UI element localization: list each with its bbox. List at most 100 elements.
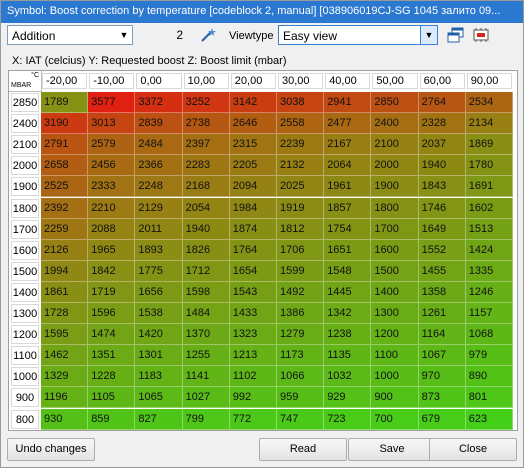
map-cell[interactable]: 2791 — [41, 134, 89, 156]
map-cell[interactable]: 1754 — [324, 218, 372, 240]
map-cell[interactable]: 1961 — [324, 176, 372, 198]
map-cell[interactable]: 1651 — [324, 239, 372, 261]
map-cell[interactable]: 2025 — [277, 176, 325, 198]
map-cell[interactable]: 2064 — [324, 155, 372, 177]
map-cell[interactable]: 1600 — [371, 239, 419, 261]
map-cell[interactable]: 1200 — [371, 324, 419, 346]
map-cell[interactable]: 2477 — [324, 113, 372, 135]
map-cell[interactable]: 772 — [229, 408, 277, 430]
map-cell[interactable]: 2134 — [465, 113, 513, 135]
map-cell[interactable]: 1027 — [182, 387, 230, 409]
map-cell[interactable]: 1032 — [324, 366, 372, 388]
map-cell[interactable]: 2011 — [135, 218, 183, 240]
map-cell[interactable]: 1719 — [88, 281, 136, 303]
map-cell[interactable]: 890 — [465, 366, 513, 388]
map-cell[interactable]: 827 — [135, 408, 183, 430]
map-cell[interactable]: 1543 — [229, 281, 277, 303]
read-button[interactable]: Read — [259, 438, 347, 461]
map-cell[interactable]: 1656 — [135, 281, 183, 303]
map-cell[interactable]: 1105 — [88, 387, 136, 409]
map-cell[interactable]: 1492 — [277, 281, 325, 303]
map-cell[interactable]: 1800 — [371, 197, 419, 219]
map-cell[interactable]: 900 — [371, 387, 419, 409]
map-cell[interactable]: 3252 — [182, 92, 230, 114]
map-cell[interactable]: 2525 — [41, 176, 89, 198]
mode-dropdown[interactable]: Addition ▼ — [7, 25, 133, 45]
map-cell[interactable]: 1335 — [465, 260, 513, 282]
map-cell[interactable]: 1213 — [229, 345, 277, 367]
map-cell[interactable]: 2088 — [88, 218, 136, 240]
map-cell[interactable]: 970 — [418, 366, 466, 388]
map-cell[interactable]: 2397 — [182, 134, 230, 156]
map-cell[interactable]: 2392 — [41, 197, 89, 219]
map-cell[interactable]: 959 — [277, 387, 325, 409]
map-cell[interactable]: 2000 — [371, 155, 419, 177]
map-cell[interactable]: 1861 — [41, 281, 89, 303]
map-cell[interactable]: 2366 — [135, 155, 183, 177]
map-cell[interactable]: 2328 — [418, 113, 466, 135]
map-cell[interactable]: 1984 — [229, 197, 277, 219]
map-cell[interactable]: 1654 — [229, 260, 277, 282]
map-cell[interactable]: 1595 — [41, 324, 89, 346]
map-cell[interactable]: 2132 — [277, 155, 325, 177]
map-cell[interactable]: 2738 — [182, 113, 230, 135]
map-cell[interactable]: 723 — [324, 408, 372, 430]
map-cell[interactable]: 3038 — [277, 92, 325, 114]
map-cell[interactable]: 1462 — [41, 345, 89, 367]
map-cell[interactable]: 2850 — [371, 92, 419, 114]
map-cell[interactable]: 1370 — [182, 324, 230, 346]
map-cell[interactable]: 979 — [465, 345, 513, 367]
map-cell[interactable]: 1706 — [277, 239, 325, 261]
map-cell[interactable]: 1279 — [277, 324, 325, 346]
map-cell[interactable]: 2037 — [418, 134, 466, 156]
map-cell[interactable]: 1065 — [135, 387, 183, 409]
map-cell[interactable]: 1164 — [418, 324, 466, 346]
map-cell[interactable]: 1764 — [229, 239, 277, 261]
map-cell[interactable]: 3142 — [229, 92, 277, 114]
map-cell[interactable]: 2839 — [135, 113, 183, 135]
map-cell[interactable]: 1386 — [277, 303, 325, 325]
map-cell[interactable]: 1602 — [465, 197, 513, 219]
map-cell[interactable]: 1919 — [277, 197, 325, 219]
map-cell[interactable]: 1351 — [88, 345, 136, 367]
map-cell[interactable]: 1994 — [41, 260, 89, 282]
map-cell[interactable]: 1301 — [135, 345, 183, 367]
map-cell[interactable]: 1066 — [277, 366, 325, 388]
map-cell[interactable]: 1893 — [135, 239, 183, 261]
map-cell[interactable]: 1596 — [88, 303, 136, 325]
map-cell[interactable]: 1900 — [371, 176, 419, 198]
map-cell[interactable]: 1173 — [277, 345, 325, 367]
map-cell[interactable]: 1842 — [88, 260, 136, 282]
map-cell[interactable]: 930 — [41, 408, 89, 430]
map-cell[interactable]: 1965 — [88, 239, 136, 261]
map-cell[interactable]: 1329 — [41, 366, 89, 388]
map-cell[interactable]: 2579 — [88, 134, 136, 156]
map-cell[interactable]: 747 — [277, 408, 325, 430]
map-cell[interactable]: 1513 — [465, 218, 513, 240]
map-cell[interactable]: 2100 — [371, 134, 419, 156]
map-cell[interactable]: 1000 — [371, 366, 419, 388]
map-cell[interactable]: 1420 — [135, 324, 183, 346]
map-cell[interactable]: 1228 — [88, 366, 136, 388]
map-cell[interactable]: 1102 — [229, 366, 277, 388]
map-cell[interactable]: 2210 — [88, 197, 136, 219]
map-cell[interactable]: 1135 — [324, 345, 372, 367]
map-cell[interactable]: 2484 — [135, 134, 183, 156]
map-cell[interactable]: 1552 — [418, 239, 466, 261]
map-cell[interactable]: 2534 — [465, 92, 513, 114]
save-button[interactable]: Save — [348, 438, 436, 461]
map-cell[interactable]: 1940 — [182, 218, 230, 240]
map-cell[interactable]: 1780 — [465, 155, 513, 177]
map-cell[interactable]: 1700 — [371, 218, 419, 240]
map-cell[interactable]: 1068 — [465, 324, 513, 346]
map-cell[interactable]: 2558 — [277, 113, 325, 135]
map-cell[interactable]: 1141 — [182, 366, 230, 388]
map-cell[interactable]: 2205 — [229, 155, 277, 177]
map-cell[interactable]: 1400 — [371, 281, 419, 303]
map-cell[interactable]: 859 — [88, 408, 136, 430]
map-cell[interactable]: 2283 — [182, 155, 230, 177]
map-cell[interactable]: 2239 — [277, 134, 325, 156]
map-cell[interactable]: 1484 — [182, 303, 230, 325]
map-cell[interactable]: 1255 — [182, 345, 230, 367]
map-cell[interactable]: 1598 — [182, 281, 230, 303]
